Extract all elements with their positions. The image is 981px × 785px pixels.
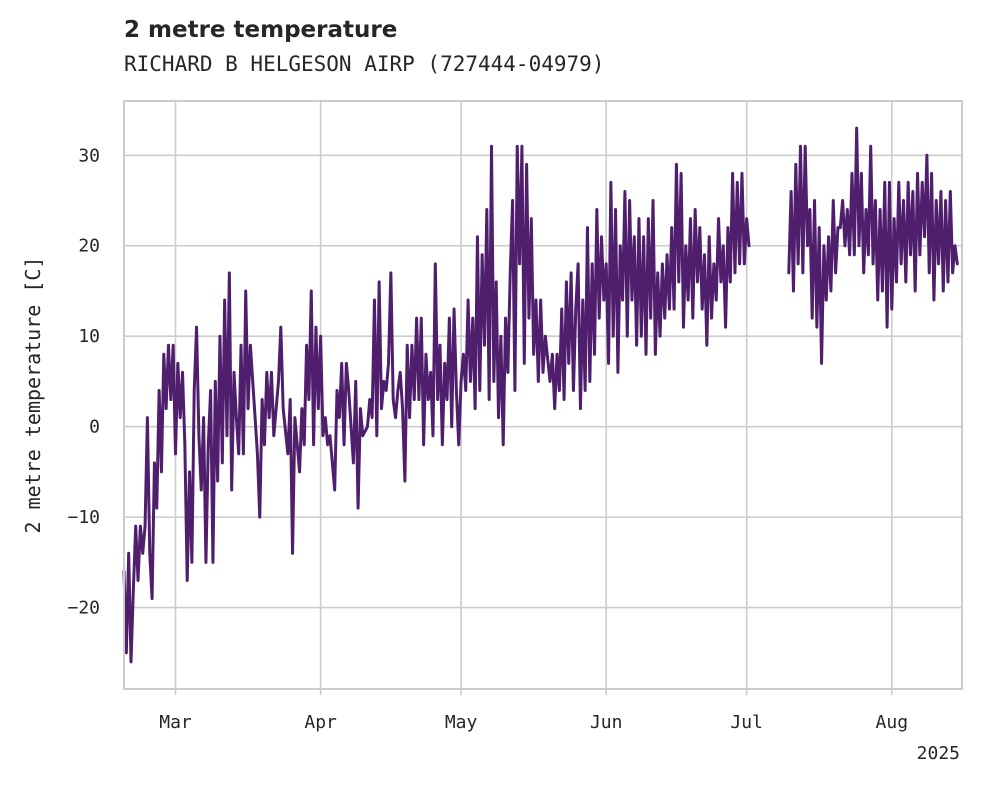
y-tick-label: −20 [67, 598, 100, 619]
temperature-series-line [787, 126, 959, 365]
x-tick-labels: Mar Apr May Jun Jul Aug [159, 712, 908, 733]
chart-subtitle: RICHARD B HELGESON AIRP (727444-04979) [124, 52, 605, 76]
chart-title: 2 metre temperature [124, 17, 398, 43]
y-tick-label: 0 [89, 417, 100, 438]
plot-frame [123, 100, 963, 690]
y-tick-label: −10 [67, 507, 100, 528]
x-tick-label: Jul [730, 712, 763, 733]
year-label: 2025 [917, 743, 960, 764]
y-tick-label: 20 [78, 236, 100, 257]
x-tick-label: Aug [876, 712, 909, 733]
series-layer [122, 126, 959, 664]
y-tick-label: 30 [78, 145, 100, 166]
temperature-series-line [122, 144, 751, 664]
x-tick-label: Jun [590, 712, 623, 733]
y-tick-label: 10 [78, 326, 100, 347]
y-axis-label: 2 metre temperature [C] [21, 257, 45, 534]
x-tick-label: May [445, 712, 478, 733]
x-tick-label: Apr [304, 712, 337, 733]
x-tick-label: Mar [159, 712, 192, 733]
y-tick-labels: −20 −10 0 10 20 30 [67, 145, 100, 618]
